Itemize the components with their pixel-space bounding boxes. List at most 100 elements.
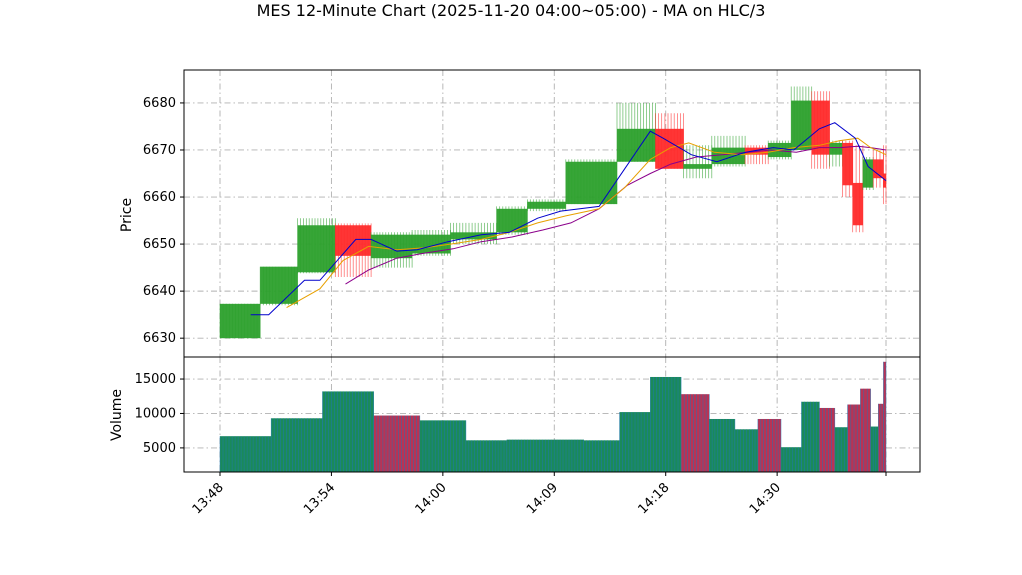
candle-body	[565, 161, 618, 205]
candle-up	[259, 266, 298, 306]
candle-body	[811, 100, 830, 155]
candle-body	[371, 234, 413, 259]
x-tick-label: 13:48	[190, 480, 227, 517]
volume-bar	[709, 418, 736, 472]
ma-slow-line	[345, 145, 887, 285]
candle-down	[872, 150, 884, 188]
volume-bar	[847, 404, 861, 472]
volume-bar-edge	[619, 412, 651, 472]
volume-y-ticks: 5000 10000 15000	[135, 372, 184, 456]
candle-body	[335, 225, 372, 256]
x-tick-label: 14:00	[413, 480, 450, 517]
x-tick-label: 13:54	[301, 480, 338, 517]
candle-body	[220, 303, 261, 339]
candle-down	[842, 140, 854, 197]
candle-down	[811, 91, 830, 169]
volume-bars	[219, 361, 887, 472]
volume-bar	[219, 436, 272, 472]
volume-bar	[680, 394, 710, 472]
x-tick-label: 14:30	[747, 480, 784, 517]
x-tick-label: 14:09	[524, 480, 561, 517]
price-tick-label: 6670	[143, 143, 176, 158]
candle-body	[842, 142, 853, 186]
candle-up	[496, 206, 528, 235]
volume-bar	[801, 401, 820, 472]
price-tick-label: 6680	[143, 96, 176, 111]
candle-body	[617, 128, 656, 162]
volume-bar-edge	[506, 439, 584, 472]
candle-body	[829, 142, 843, 155]
candle-body	[711, 147, 746, 165]
volume-bar	[860, 388, 871, 472]
candle-up	[297, 218, 336, 274]
candle-down	[883, 145, 887, 205]
volume-bar-edge	[322, 391, 374, 472]
volume-bar	[419, 420, 467, 472]
volume-bar-edge	[870, 426, 879, 472]
candle-up	[790, 86, 813, 150]
volume-bar-edge	[860, 388, 871, 472]
volume-bar-edge	[680, 394, 710, 472]
price-candles	[219, 86, 887, 339]
moving-average-lines	[250, 122, 887, 316]
candle-body	[883, 173, 886, 188]
volume-bar	[883, 361, 887, 472]
candle-down	[744, 145, 769, 165]
ma-fast-line	[250, 122, 887, 316]
candle-up	[862, 157, 874, 190]
volume-bar-edge	[709, 419, 736, 472]
x-tick-label: 14:18	[635, 480, 672, 517]
volume-bar	[506, 439, 584, 472]
volume-bar	[757, 418, 782, 472]
volume-bar-fill	[322, 391, 374, 472]
price-tick-label: 6660	[143, 190, 176, 205]
volume-bar-edge	[847, 404, 861, 472]
volume-bar-edge	[465, 440, 508, 472]
price-tick-label: 6650	[143, 237, 176, 252]
volume-bar	[734, 429, 759, 472]
volume-bar	[322, 391, 374, 472]
volume-bar	[834, 427, 848, 472]
candle-body	[496, 208, 528, 233]
price-axis-label: Price	[119, 198, 135, 232]
volume-bar-fill	[780, 447, 802, 472]
candle-body	[527, 201, 566, 209]
candle-body	[683, 164, 712, 169]
candle-up	[565, 159, 618, 205]
volume-bar-fill	[271, 418, 323, 472]
price-y-ticks: 6630 6640 6650 6660 6670 6680	[143, 96, 184, 346]
candle-body	[260, 266, 298, 304]
candle-body	[852, 182, 863, 226]
chart-title: MES 12-Minute Chart (2025-11-20 04:00~05…	[257, 1, 766, 20]
candle-down	[334, 223, 372, 277]
volume-bar-edge	[419, 420, 467, 472]
candle-up	[527, 199, 567, 212]
candle-body	[873, 159, 884, 179]
volume-bar-edge	[834, 427, 848, 472]
volume-bar-fill	[819, 407, 835, 472]
volume-bar	[583, 440, 620, 472]
volume-bar-fill	[220, 436, 272, 472]
volume-tick-label: 10000	[135, 406, 176, 421]
candle-up	[829, 140, 843, 167]
candle-up	[683, 145, 713, 179]
ma-mid-line	[286, 137, 887, 309]
volume-bar-edge	[373, 415, 421, 472]
volume-bar-edge	[819, 408, 836, 472]
candle-body	[297, 225, 336, 273]
volume-axis-label: Volume	[109, 389, 125, 441]
volume-tick-label: 5000	[143, 441, 176, 456]
candle-up	[219, 303, 261, 339]
volume-bar	[465, 440, 508, 472]
volume-tick-label: 15000	[135, 372, 176, 387]
candle-down	[852, 145, 864, 233]
volume-bar-fill	[681, 394, 710, 472]
volume-bar-edge	[219, 436, 272, 472]
volume-bar-fill	[883, 361, 886, 472]
volume-bar	[373, 415, 421, 472]
time-x-ticks: 13:48 13:54 14:00 14:09 14:18 14:30	[190, 472, 887, 517]
candle-body	[791, 100, 812, 150]
candle-body	[412, 234, 451, 254]
volume-bar	[619, 412, 651, 472]
volume-bar-edge	[883, 361, 887, 472]
